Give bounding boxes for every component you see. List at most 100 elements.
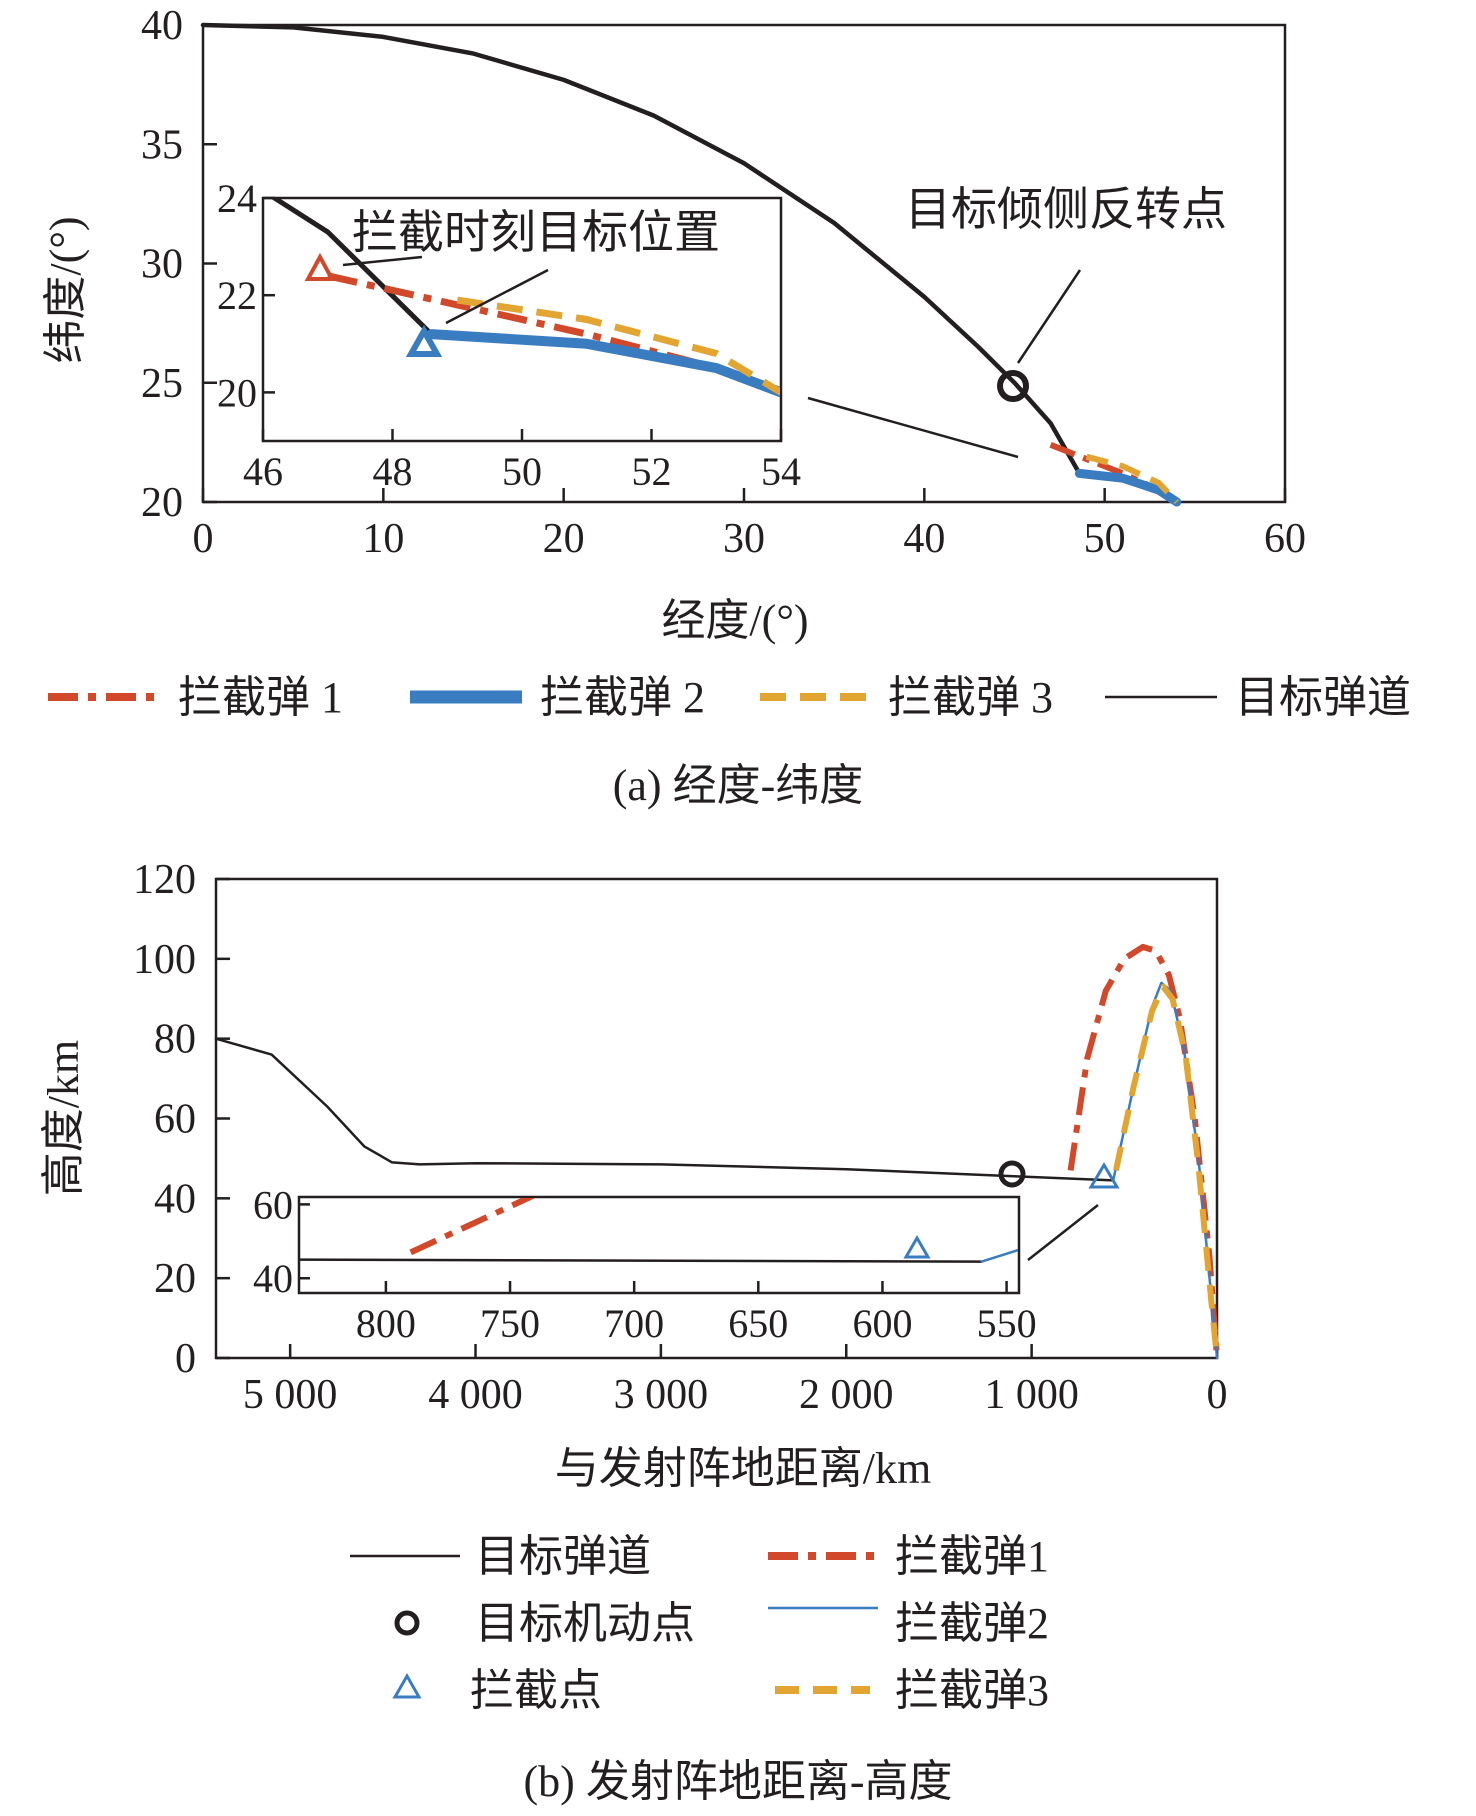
maneuver-point-marker-b [998, 1160, 1026, 1188]
x-tick-label: 700 [604, 1301, 664, 1346]
x-tick-label: 50 [502, 449, 542, 494]
series-line-int2 [426, 329, 780, 398]
intercept-marker-inset-b [903, 1235, 931, 1259]
x-tick-label: 550 [977, 1301, 1037, 1346]
legend-item-int1-a: 拦截弹 1 [48, 673, 343, 722]
x-tick-label: 0 [1207, 1372, 1228, 1418]
x-tick-label: 0 [193, 516, 214, 562]
x-tick-label: 30 [723, 516, 765, 562]
y-tick-label: 20 [154, 1256, 196, 1302]
inset-y-tick-label: 40 [253, 1256, 293, 1301]
legend-item-intercept-b: 拦截点 [392, 1666, 602, 1715]
y-tick-label: 35 [141, 122, 183, 168]
legend-label-int3-a: 拦截弹 3 [888, 673, 1053, 722]
x-tick-label: 2 000 [799, 1372, 894, 1418]
x-tick-label: 750 [480, 1301, 540, 1346]
legend-label-int2-a: 拦截弹 2 [540, 673, 705, 722]
series-line-int2 [1074, 468, 1182, 507]
inset-x-ticks-a: 46 48 50 52 54 [243, 429, 801, 494]
series-line-target [214, 1037, 1115, 1182]
legend-item-int2-b: 拦截弹2 [768, 1599, 1049, 1648]
caption-a: (a) 经度-纬度 [613, 761, 864, 810]
series-group-b [214, 943, 1220, 1360]
legend-label-target-b: 目标弹道 [475, 1532, 651, 1581]
inset-y-ticks-b: 40 60 [253, 1182, 310, 1301]
y-tick-label: 0 [175, 1336, 196, 1382]
legend-label-int1-b: 拦截弹1 [895, 1532, 1049, 1581]
inset-y-tick-label: 24 [217, 176, 257, 221]
intercept-marker-int1-inset [304, 252, 336, 281]
zoom-connector-a [807, 396, 1019, 459]
y-axis-title-b: 高度/km [39, 1040, 88, 1196]
x-tick-label: 650 [728, 1301, 788, 1346]
inset-y-tick-label: 22 [217, 273, 257, 318]
inset-y-tick-label: 60 [253, 1182, 293, 1227]
legend-label-target-a: 目标弹道 [1235, 673, 1411, 722]
y-tick-label: 40 [154, 1176, 196, 1222]
y-tick-label: 120 [133, 857, 196, 903]
y-axis-ticks-a: 20 25 30 35 40 [141, 3, 217, 526]
legend-item-maneuver-b: 目标机动点 [394, 1599, 695, 1648]
maneuver-annotation: 目标倾侧反转点 [905, 184, 1227, 235]
inset-y-ticks-a: 20 22 24 [217, 176, 275, 415]
x-tick-label: 40 [903, 516, 945, 562]
series-line-int3 [456, 296, 780, 396]
legend-b: 目标弹道 拦截弹1 目标机动点 拦截弹2 拦截点 拦截弹3 [350, 1532, 1049, 1715]
series-group-a [200, 22, 1182, 507]
intercept-annotation: 拦截时刻目标位置 [352, 207, 720, 258]
x-tick-label: 60 [1264, 516, 1306, 562]
chart-a: 20 25 30 35 40 0 10 20 30 40 50 60 目标倾侧反转点 20 22 24 … [41, 3, 1411, 810]
legend-label-int2-b: 拦截弹2 [895, 1599, 1049, 1648]
x-axis-title-a: 经度/(°) [661, 596, 808, 645]
y-tick-label: 100 [133, 937, 196, 983]
legend-item-target-b: 目标弹道 [350, 1532, 651, 1581]
x-tick-label: 20 [543, 516, 585, 562]
x-tick-label: 800 [356, 1301, 416, 1346]
legend-swatch-intercept-b [392, 1672, 422, 1699]
x-tick-label: 1 000 [984, 1372, 1079, 1418]
series-line-int3 [1113, 983, 1220, 1359]
x-tick-label: 3 000 [614, 1372, 709, 1418]
x-tick-label: 54 [761, 449, 801, 494]
chart-b: 0 20 40 60 80 100 120 5 000 4 000 3 000 2 000 1 00… [39, 857, 1228, 1806]
intercept-marker-b [1088, 1162, 1120, 1189]
x-tick-label: 48 [373, 449, 413, 494]
legend-a: 拦截弹 1 拦截弹 2 拦截弹 3 目标弹道 [48, 673, 1411, 722]
legend-item-int3-a: 拦截弹 3 [760, 673, 1053, 722]
legend-label-intercept-b: 拦截点 [470, 1666, 602, 1715]
y-axis-ticks-b: 0 20 40 60 80 100 120 [133, 857, 230, 1382]
x-tick-label: 52 [632, 449, 672, 494]
inset-series-a [271, 199, 780, 398]
intercept-marker-int2-inset [405, 324, 443, 357]
maneuver-leader-line [1016, 269, 1082, 364]
legend-item-int1-b: 拦截弹1 [768, 1532, 1049, 1581]
y-tick-label: 25 [141, 361, 183, 407]
legend-item-int3-b: 拦截弹3 [775, 1666, 1049, 1715]
inset-x-ticks-b: 800 750 700 650 600 550 [356, 1281, 1037, 1346]
legend-swatch-maneuver-b [394, 1610, 420, 1636]
y-tick-label: 80 [154, 1017, 196, 1063]
intercept-leader-line-1 [342, 255, 423, 267]
legend-label-maneuver-b: 目标机动点 [475, 1599, 695, 1648]
inset-y-tick-label: 20 [217, 370, 257, 415]
x-tick-label: 4 000 [428, 1372, 523, 1418]
series-line-int2 [1111, 981, 1219, 1360]
x-tick-label: 10 [362, 516, 404, 562]
zoom-connector-b [1027, 1204, 1099, 1261]
inset-a: 20 22 24 46 48 50 52 54 拦截时刻目标位置 [217, 176, 801, 494]
x-tick-label: 50 [1084, 516, 1126, 562]
legend-label-int3-b: 拦截弹3 [895, 1666, 1049, 1715]
y-tick-label: 40 [141, 3, 183, 49]
series-line-target [200, 22, 1082, 476]
legend-item-int2-a: 拦截弹 2 [410, 673, 705, 722]
x-axis-ticks-b: 5 000 4 000 3 000 2 000 1 000 0 [243, 1344, 1228, 1418]
legend-item-target-a: 目标弹道 [1105, 673, 1411, 722]
x-tick-label: 600 [852, 1301, 912, 1346]
inset-b: 40 60 800 750 700 650 600 550 [253, 1182, 1037, 1346]
y-tick-label: 60 [154, 1097, 196, 1143]
y-tick-label: 20 [141, 480, 183, 526]
x-tick-label: 46 [243, 449, 283, 494]
x-axis-ticks-a: 0 10 20 30 40 50 60 [193, 488, 1306, 562]
caption-b: (b) 发射阵地距离-高度 [524, 1757, 953, 1806]
